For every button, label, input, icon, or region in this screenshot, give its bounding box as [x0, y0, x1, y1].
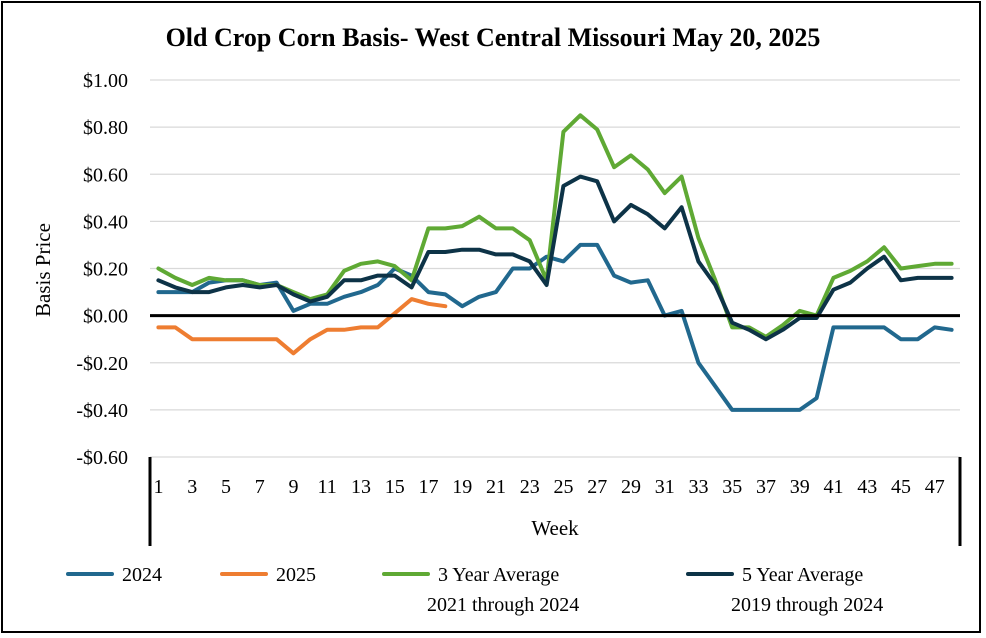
series-line-1	[158, 245, 951, 410]
y-tick-label: $0.00	[83, 306, 128, 328]
x-tick-label: 37	[756, 476, 776, 498]
x-tick-label: 43	[857, 476, 877, 498]
legend-label-2: 2025	[276, 564, 316, 586]
y-axis-ticks: $1.00 $0.80 $0.60 $0.40 $0.20 $0.00 -$0.20 -$0.…	[76, 70, 128, 469]
x-tick-label: 5	[221, 476, 231, 498]
x-tick-label: 1	[153, 476, 163, 498]
y-tick-label: $0.80	[83, 117, 128, 139]
x-tick-label: 45	[891, 476, 911, 498]
x-tick-label: 23	[520, 476, 540, 498]
x-tick-label: 13	[351, 476, 371, 498]
y-tick-label: $0.60	[83, 164, 128, 186]
y-tick-label: -$0.40	[76, 400, 128, 422]
x-tick-label: 17	[418, 476, 438, 498]
x-tick-label: 15	[385, 476, 405, 498]
chart-title: Old Crop Corn Basis- West Central Missou…	[166, 23, 821, 52]
y-tick-label: $0.40	[83, 211, 128, 233]
x-tick-label: 47	[925, 476, 945, 498]
x-tick-label: 41	[823, 476, 843, 498]
x-tick-label: 25	[553, 476, 573, 498]
legend-label-4: 5 Year Average	[742, 564, 863, 586]
x-tick-label: 31	[655, 476, 675, 498]
x-tick-label: 29	[621, 476, 641, 498]
y-tick-label: $1.00	[83, 70, 128, 92]
x-tick-label: 9	[288, 476, 298, 498]
series-lines	[158, 115, 951, 410]
x-tick-label: 11	[318, 476, 337, 498]
legend-sublabel-3: 2021 through 2024	[427, 594, 579, 616]
grid-lines	[150, 80, 960, 457]
y-tick-label: -$0.20	[76, 353, 128, 375]
x-tick-label: 33	[688, 476, 708, 498]
x-axis-title: Week	[531, 516, 579, 540]
y-tick-label: -$0.60	[76, 447, 128, 469]
x-tick-label: 35	[722, 476, 742, 498]
x-tick-label: 27	[587, 476, 607, 498]
y-tick-label: $0.20	[83, 259, 128, 281]
y-axis-title: Basis Price	[31, 223, 55, 317]
legend: 2024 2025 3 Year Average 2021 through 2024 5…	[68, 564, 883, 616]
legend-label-3: 3 Year Average	[438, 564, 559, 586]
x-tick-label: 21	[486, 476, 506, 498]
legend-sublabel-4: 2019 through 2024	[731, 594, 883, 616]
x-tick-label: 3	[187, 476, 197, 498]
x-tick-label: 19	[452, 476, 472, 498]
x-tick-label: 39	[790, 476, 810, 498]
axes	[150, 316, 960, 546]
chart-canvas: Old Crop Corn Basis- West Central Missou…	[0, 0, 986, 638]
x-axis-ticks: 1 3 5 7 9 11 13 15 17 19 21 23 25 27 29 31 33 35 37 39 41 43 4…	[153, 476, 944, 498]
x-tick-label: 7	[255, 476, 265, 498]
legend-label-1: 2024	[122, 564, 162, 586]
